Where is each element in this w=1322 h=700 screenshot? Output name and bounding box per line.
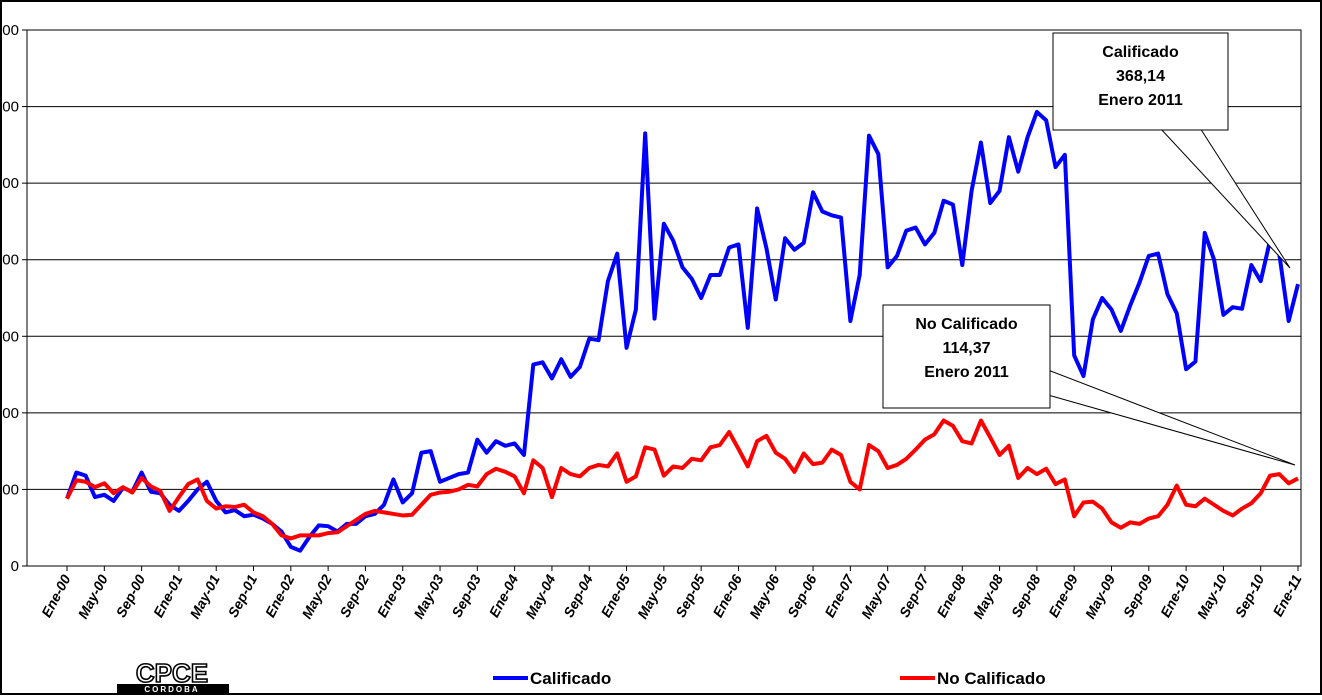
logo-text: CPCE <box>136 658 208 688</box>
y-tick-label: 600 <box>0 99 19 116</box>
legend-label: No Calificado <box>937 669 1046 688</box>
callout-text: 368,14 <box>1116 68 1165 85</box>
y-tick-label: 700 <box>0 22 19 39</box>
series-line <box>65 418 1299 541</box>
y-tick-label: 0 <box>11 558 19 575</box>
callout-text: No Calificado <box>915 316 1017 333</box>
callout-box <box>1052 32 1229 131</box>
logo-subtext: CORDOBA <box>144 685 199 694</box>
y-tick-label: 100 <box>0 481 19 498</box>
y-tick-label: 500 <box>0 175 19 192</box>
annotations: Calificado 368,14 Enero 2011 No Calificado 1… <box>882 32 1296 466</box>
callout-box <box>882 304 1051 409</box>
legend-label: Calificado <box>530 669 611 688</box>
callout-text: Enero 2011 <box>924 364 1009 381</box>
y-tick-label: 300 <box>0 328 19 345</box>
callout-text: Enero 2011 <box>1098 92 1183 109</box>
logo-band <box>117 684 229 693</box>
plot <box>65 109 1300 553</box>
y-tick-label: 400 <box>0 252 19 269</box>
callout-text: Calificado <box>1102 44 1179 61</box>
callout-text: 114,37 <box>942 340 990 357</box>
y-tick-label: 200 <box>0 405 19 422</box>
